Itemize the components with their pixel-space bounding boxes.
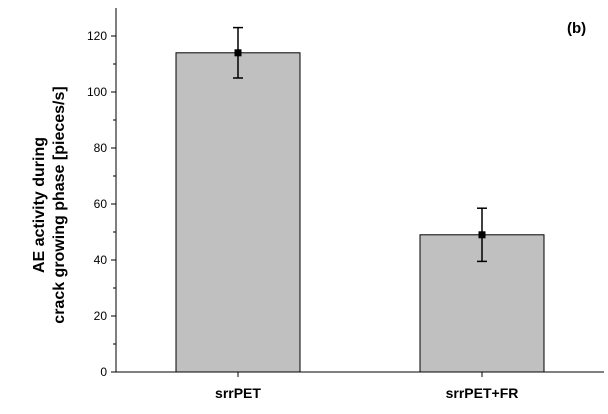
y-axis-title: AE activity during crack growing phase [… (31, 86, 68, 323)
y-tick-label: 0 (100, 365, 107, 379)
y-tick-label: 60 (94, 197, 108, 211)
x-tick-label: srrPET+FR (446, 385, 519, 401)
y-tick-label: 120 (87, 29, 107, 43)
bar-srrpet (175, 52, 301, 373)
mean-marker (234, 49, 242, 57)
x-axis: srrPET srrPET+FR (116, 371, 604, 401)
panel-label: (b) (567, 20, 586, 37)
y-tick-label: 40 (94, 253, 108, 267)
y-axis-title-line-2: crack growing phase [pieces/s] (51, 86, 68, 323)
bars (175, 52, 545, 373)
x-tick-label: srrPET (215, 385, 261, 401)
y-tick-label: 20 (94, 309, 108, 323)
mean-marker (478, 231, 486, 239)
y-tick-label: 100 (87, 85, 107, 99)
y-axis: 0 20 40 60 80 100 120 (87, 8, 117, 379)
y-tick-label: 80 (94, 141, 108, 155)
error-bars (233, 26, 487, 263)
y-axis-title-line-1: AE activity during (31, 137, 48, 273)
